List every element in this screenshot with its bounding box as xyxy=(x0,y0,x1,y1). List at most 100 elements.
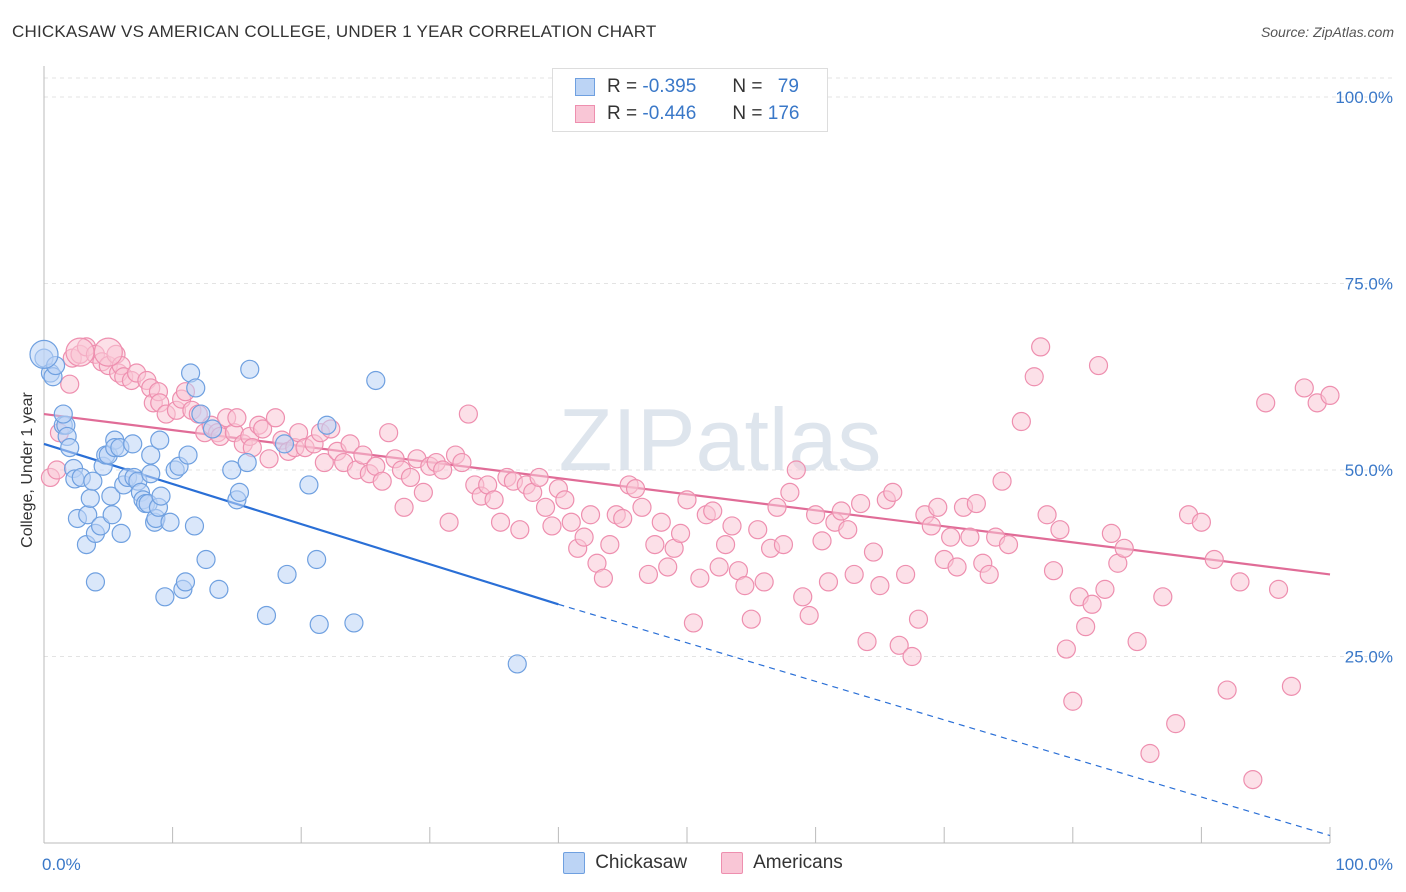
americans-point xyxy=(433,460,453,480)
chickasaw-point xyxy=(366,370,386,391)
americans-point xyxy=(555,490,575,510)
chickasaw-point xyxy=(102,505,122,525)
americans-point xyxy=(1050,520,1070,540)
americans-point xyxy=(1031,337,1051,357)
americans-point xyxy=(851,493,871,514)
americans-point xyxy=(786,460,806,480)
chickasaw-point xyxy=(184,516,205,536)
chickasaw-point xyxy=(150,430,170,450)
americans-point xyxy=(314,452,334,473)
americans-point xyxy=(844,564,864,585)
chickasaw-legend-swatch xyxy=(563,852,586,874)
americans-point xyxy=(793,587,813,607)
chickasaw-point xyxy=(317,415,337,435)
americans-legend-swatch xyxy=(721,852,744,874)
chickasaw-point xyxy=(53,404,73,424)
americans-point xyxy=(593,568,614,588)
americans-point xyxy=(561,512,581,532)
americans-point xyxy=(1101,523,1121,544)
americans-point xyxy=(542,516,562,536)
americans-point xyxy=(1191,512,1212,532)
americans-point xyxy=(748,520,768,540)
americans-point xyxy=(992,471,1012,491)
americans-point xyxy=(889,635,909,655)
chickasaw-point xyxy=(151,486,171,506)
americans-point xyxy=(458,404,478,424)
americans-point xyxy=(651,512,671,532)
y-tick-label: 50.0% xyxy=(1345,461,1393,480)
chickasaw-point xyxy=(90,516,111,536)
watermark: ZIPatlas xyxy=(559,390,882,489)
chickasaw-swatch xyxy=(575,78,595,96)
americans-point xyxy=(1217,680,1237,700)
americans-point xyxy=(93,337,123,367)
y-tick-label: 25.0% xyxy=(1345,648,1393,667)
americans-point xyxy=(600,534,620,555)
americans-point xyxy=(413,482,433,502)
legend-item-americans[interactable]: Americans xyxy=(721,852,843,874)
chickasaw-n-value: 79 xyxy=(777,76,799,97)
americans-point xyxy=(941,527,961,547)
chickasaw-point xyxy=(175,572,196,592)
americans-point xyxy=(703,501,723,521)
chickasaw-point xyxy=(277,564,297,585)
americans-point xyxy=(490,512,511,532)
americans-point xyxy=(1043,561,1064,581)
stats-legend: R = -0.395 N = 79 R = -0.446 N = 176 xyxy=(552,68,828,132)
americans-point xyxy=(1088,355,1109,376)
americans-point xyxy=(715,534,736,555)
chickasaw-point xyxy=(299,475,319,495)
americans-point xyxy=(799,605,819,626)
americans-point xyxy=(529,467,549,488)
r-label: R = xyxy=(607,76,638,97)
americans-point xyxy=(773,534,794,555)
americans-point xyxy=(1294,378,1314,398)
americans-point xyxy=(510,520,530,540)
americans-point xyxy=(372,471,392,491)
americans-point xyxy=(921,516,941,536)
americans-point xyxy=(998,534,1019,555)
chickasaw-point xyxy=(60,438,80,458)
chickasaw-point xyxy=(191,404,211,424)
americans-point xyxy=(754,572,774,592)
americans-point xyxy=(1056,639,1076,659)
americans-point xyxy=(1114,538,1134,558)
chickasaw-point xyxy=(160,512,180,532)
americans-point xyxy=(227,408,247,428)
n-label: N = xyxy=(732,76,763,97)
chickasaw-point xyxy=(309,614,329,635)
legend-item-chickasaw[interactable]: Chickasaw xyxy=(563,852,687,874)
americans-point xyxy=(580,505,601,525)
americans-point xyxy=(883,482,903,502)
americans-point xyxy=(1011,411,1031,432)
americans-point xyxy=(379,423,399,443)
chickasaw-point xyxy=(141,445,161,465)
americans-point xyxy=(253,419,273,439)
americans-point xyxy=(928,497,948,517)
chickasaw-point xyxy=(141,464,161,484)
americans-point xyxy=(902,646,922,667)
chickasaw-point xyxy=(256,605,277,626)
americans-point xyxy=(818,572,839,592)
americans-point xyxy=(1153,587,1173,607)
americans-point xyxy=(677,490,697,510)
americans-point xyxy=(65,337,95,367)
americans-point xyxy=(979,564,999,585)
americans-point xyxy=(613,508,633,529)
americans-point xyxy=(638,564,659,585)
legend-row-americans: R = -0.446 N = 176 xyxy=(575,102,799,126)
chickasaw-point xyxy=(29,339,59,369)
americans-point xyxy=(340,434,360,454)
americans-point xyxy=(690,568,710,588)
americans-point xyxy=(1063,691,1083,711)
americans-point xyxy=(670,523,691,544)
series-legend: Chickasaw Americans xyxy=(0,852,1406,874)
americans-point xyxy=(780,482,800,502)
americans-point xyxy=(1082,594,1102,614)
americans-point xyxy=(439,512,459,532)
y-tick-label: 75.0% xyxy=(1345,275,1393,294)
x-tick-label: 100.0% xyxy=(1335,855,1393,874)
americans-point xyxy=(1204,549,1224,570)
chickasaw-point xyxy=(344,613,364,633)
